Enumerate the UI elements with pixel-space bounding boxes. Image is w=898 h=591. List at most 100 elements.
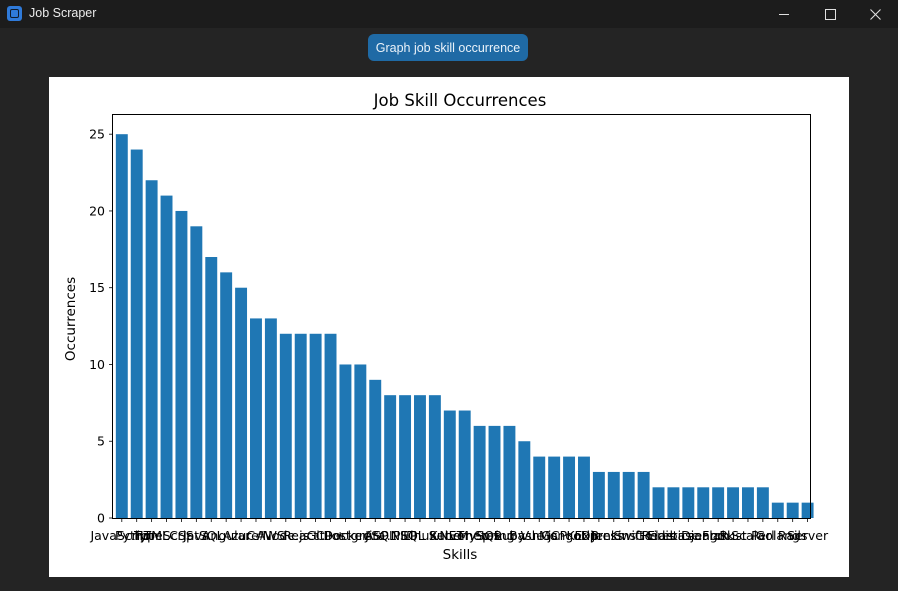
bar-javascript [115, 134, 128, 518]
bar-mongodb [563, 456, 576, 518]
bar-asp-net [384, 395, 397, 518]
x-tick-label: Flask [702, 528, 735, 543]
bar-django [697, 487, 710, 518]
skill-occurrence-bar-chart: Job Skill Occurrences Skills Occurrences… [63, 91, 829, 563]
x-tick-label: Go [635, 528, 652, 543]
bar-sql-server [428, 395, 441, 518]
maximize-icon [824, 8, 836, 20]
x-tick-label: GCP [541, 528, 567, 543]
window-title: Job Scraper [29, 6, 97, 20]
x-tick-label: C++ [316, 528, 346, 543]
x-tick-label: Docker [324, 528, 369, 543]
x-tick-label: Scala [731, 528, 765, 543]
close-button[interactable] [852, 0, 898, 28]
x-tick-label: TypeScript [133, 528, 199, 543]
bar-spring [488, 425, 501, 518]
close-icon [869, 8, 881, 20]
bar-server [801, 502, 814, 518]
bar-docker [339, 364, 352, 518]
bar-php [399, 395, 412, 518]
bar-rust [727, 487, 740, 518]
x-tick-label: Django [681, 528, 725, 543]
bar-azure [235, 287, 248, 518]
x-tick-label: Redis [642, 528, 676, 543]
x-tick-label: Java [182, 528, 209, 543]
x-tick-label: ASP.NET [365, 528, 416, 543]
y-axis: 0 5 10 15 20 25 [89, 127, 113, 526]
x-tick-label: AWS [257, 528, 285, 543]
y-tick-label: 15 [89, 280, 105, 295]
x-tick-label: .NET [435, 528, 464, 543]
x-tick-label: MongoDB [539, 528, 599, 543]
x-tick-label: C# [246, 528, 265, 543]
bar-rails [786, 502, 799, 518]
x-tick-label: MySQL [458, 528, 501, 543]
bar-react [294, 333, 307, 518]
chart-title: Job Skill Occurrences [373, 91, 547, 110]
y-tick-label: 0 [97, 511, 105, 526]
x-tick-label: Rails [778, 528, 808, 543]
x-tick-label: Vue.js [521, 528, 558, 543]
bar-vue-js [533, 456, 546, 518]
x-tick-label: Spring [474, 528, 514, 543]
bar-html [145, 180, 158, 518]
minimize-button[interactable] [761, 0, 807, 28]
bar-sql [205, 257, 218, 518]
x-tick-label: Azure [223, 528, 259, 543]
x-tick-label: HTML [134, 528, 169, 543]
x-tick-label: Bash [509, 528, 540, 543]
bar-kotlin [578, 456, 590, 518]
x-tick-label: Perl [751, 528, 774, 543]
x-tick-label: JavaScript [89, 528, 153, 543]
x-axis-label: Skills [443, 547, 478, 563]
bar-node-js [279, 333, 292, 518]
bar-redis [652, 487, 665, 518]
title-bar: Job Scraper [0, 0, 898, 28]
bar-elasticsearch [682, 487, 695, 518]
y-tick-label: 20 [89, 203, 105, 218]
x-tick-label: Jira [364, 528, 385, 543]
x-tick-label: Ruby [494, 528, 526, 543]
x-tick-label: Golang [756, 528, 800, 543]
graph-skill-occurrence-button[interactable]: Graph job skill occurrence [368, 34, 528, 61]
bar-gcp [548, 456, 561, 518]
chart-canvas: Job Skill Occurrences Skills Occurrences… [49, 77, 849, 577]
minimize-icon [779, 13, 789, 15]
bar-go [637, 471, 650, 518]
x-tick-label: Linux [403, 528, 437, 543]
x-tick-label: Rust [719, 528, 747, 543]
bar-golang [771, 502, 784, 518]
x-tick-label: CSS [169, 528, 194, 543]
bar-mysql [473, 425, 486, 518]
y-tick-label: 10 [89, 357, 105, 372]
bar-c- [324, 333, 337, 518]
bar-ruby [503, 425, 516, 518]
maximize-button[interactable] [807, 0, 853, 28]
x-tick-label: SQL Server [400, 528, 471, 543]
bar-linux [414, 395, 426, 518]
y-tick-label: 5 [97, 434, 105, 449]
x-tick-label: React [283, 528, 318, 543]
bar-bash [518, 441, 531, 518]
bar-angular [220, 272, 233, 518]
bar-aws [264, 318, 277, 518]
x-tick-label: Jenkins [591, 528, 636, 543]
bar-swift [622, 471, 635, 518]
bar-scala [742, 487, 754, 518]
bar-c- [250, 318, 262, 518]
bar-jira [369, 379, 382, 518]
x-tick-label: PostgreSQL [325, 528, 396, 543]
bar-kubernetes [458, 410, 471, 518]
bar-firebase [667, 487, 680, 518]
x-tick-label: Kubernetes [429, 528, 500, 543]
y-tick-label: 25 [89, 127, 105, 142]
bar-express [592, 471, 605, 518]
x-tick-label: Python [115, 528, 158, 543]
bar-python [130, 149, 143, 518]
bar-postgresql [354, 364, 367, 518]
bar-typescript [160, 195, 173, 518]
bar-css [175, 210, 188, 518]
x-tick-label: PHP [393, 528, 418, 543]
bar-jenkins [607, 471, 620, 518]
